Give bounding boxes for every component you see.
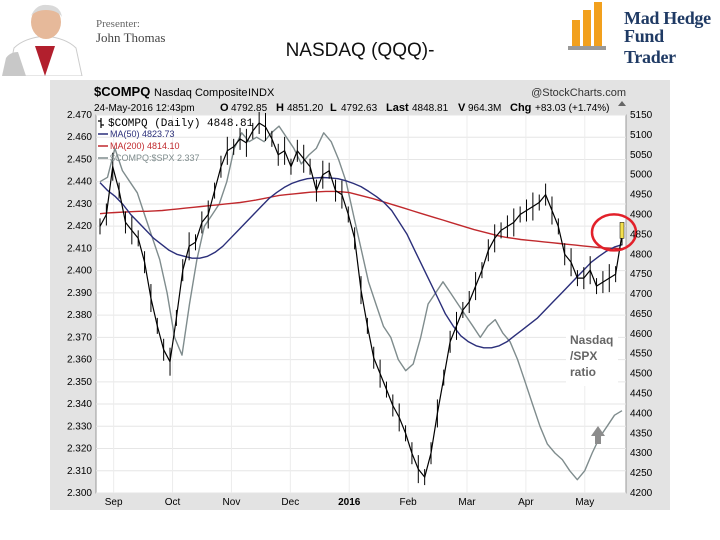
left-tick-label: 2.340 [67,399,92,410]
presenter-name: John Thomas [96,30,166,45]
left-tick-label: 2.450 [67,154,92,165]
left-tick-label: 2.330 [67,421,92,432]
left-tick-label: 2.410 [67,243,92,254]
logo-line1: Mad Hedge [624,8,711,28]
left-tick-label: 2.380 [67,310,92,321]
right-tick-label: 4200 [630,488,653,499]
ratio-annotation: Nasdaq /SPX ratio [566,330,618,386]
left-tick-label: 2.390 [67,288,92,299]
right-tick-label: 4450 [630,389,653,400]
left-axis: 2.470 2.460 2.450 2.440 2.430 2.420 2.410 2.400… [67,110,92,499]
annotation-line3: ratio [570,365,596,379]
series-line-ma50 [99,176,623,349]
triangle-up-icon [618,101,626,106]
highlight-circle [590,213,638,252]
low-label: L [330,102,337,114]
right-tick-label: 4250 [630,468,653,479]
change-label: Chg [510,102,531,114]
right-tick-label: 4950 [630,190,653,201]
chart-svg: 2.470 2.460 2.450 2.440 2.430 2.420 2.410 2.400… [50,80,670,510]
volume-label: V [458,102,466,114]
left-tick-label: 2.300 [67,488,92,499]
low-value: 4792.63 [341,103,378,114]
legend-price: $COMPQ (Daily) 4848.81 [108,118,254,130]
open-value: 4792.85 [231,103,268,114]
legend-ma50: MA(50) 4823.73 [110,129,175,139]
index-name: Nasdaq Composite [154,87,248,99]
series-line-ma200 [99,190,623,250]
logo-bars-icon [568,2,606,50]
right-tick-label: 4650 [630,309,653,320]
right-tick-label: 4600 [630,329,653,340]
x-tick-label: Oct [165,497,181,508]
right-tick-label: 4750 [630,269,653,280]
ohlc-bar-icon [98,118,104,128]
left-tick-label: 2.440 [67,177,92,188]
left-tick-label: 2.350 [67,377,92,388]
right-tick-label: 5100 [630,130,653,141]
stock-chart: 2.470 2.460 2.450 2.440 2.430 2.420 2.410 2.400… [50,80,670,510]
legend-ratio: $COMPQ:$SPX 2.337 [110,153,200,163]
right-tick-label: 4700 [630,289,653,300]
chart-legend: $COMPQ (Daily) 4848.81 MA(50) 4823.73 MA… [98,118,254,163]
high-value: 4851.20 [287,103,324,114]
x-tick-label: Sep [105,497,123,508]
presenter-photo [0,0,90,76]
right-axis: 5150 5100 5050 5000 4950 4900 4850 4800 4750 4700… [630,110,653,499]
left-tick-label: 2.460 [67,132,92,143]
series-line-ratio [99,125,623,481]
volume-value: 964.3M [468,103,501,114]
last-bar-highlight [619,222,625,239]
x-tick-label: Nov [223,497,241,508]
last-value: 4848.81 [412,103,449,114]
x-axis: Sep Oct Nov Dec 2016 Feb Mar Apr May [105,497,594,508]
ticker-symbol: $COMPQ [94,84,150,99]
left-tick-label: 2.310 [67,466,92,477]
right-tick-label: 5000 [630,170,653,181]
x-tick-label: Mar [458,497,476,508]
right-tick-label: 5150 [630,110,653,121]
right-tick-label: 4500 [630,369,653,380]
x-tick-label: Feb [399,497,417,508]
right-tick-label: 4900 [630,209,653,220]
last-label: Last [386,102,409,114]
x-tick-label: May [575,497,594,508]
right-tick-label: 5050 [630,150,653,161]
presenter-label: Presenter: [96,18,140,30]
grid [96,114,626,494]
arrow-up-icon [591,426,605,444]
annotation-line2: /SPX [570,349,597,363]
left-tick-label: 2.320 [67,444,92,455]
right-tick-label: 4350 [630,428,653,439]
quote-date: 24-May-2016 12:43pm [94,103,195,114]
left-tick-label: 2.360 [67,355,92,366]
right-tick-label: 4850 [630,229,653,240]
logo-line2: Fund Trader [624,26,676,67]
right-tick-label: 4400 [630,408,653,419]
exchange: INDX [248,87,275,99]
mad-hedge-logo: Mad Hedge Fund Trader [566,0,716,67]
x-tick-label: 2016 [338,497,361,508]
left-tick-label: 2.370 [67,332,92,343]
change-value: +83.03 (+1.74%) [535,103,610,114]
left-tick-label: 2.430 [67,199,92,210]
annotation-line1: Nasdaq [570,333,613,347]
x-tick-label: Apr [518,497,534,508]
highlight-group [590,213,638,252]
open-label: O [220,102,229,114]
annotation-box [566,330,618,386]
presenter-block: Presenter: John Thomas [0,0,200,76]
left-tick-label: 2.400 [67,266,92,277]
chart-source: @StockCharts.com [531,87,626,99]
slide-title: NASDAQ (QQQ)- [285,40,435,61]
right-tick-label: 4800 [630,249,653,260]
right-tick-label: 4300 [630,448,653,459]
left-tick-label: 2.420 [67,221,92,232]
x-tick-label: Dec [281,497,299,508]
right-tick-label: 4550 [630,349,653,360]
legend-ma200: MA(200) 4814.10 [110,141,180,151]
left-tick-label: 2.470 [67,110,92,121]
high-label: H [276,102,284,114]
